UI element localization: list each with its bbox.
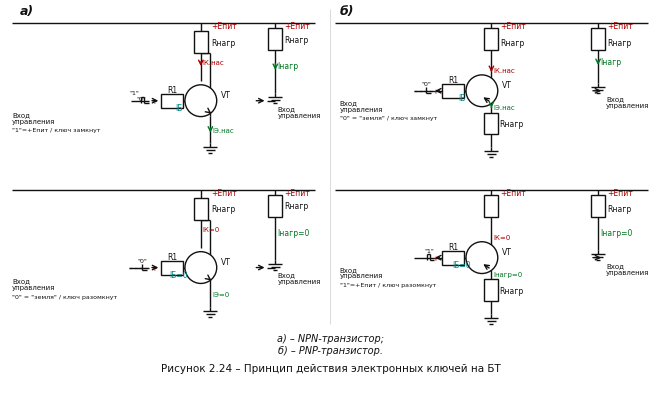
Text: Iнагр=0: Iнагр=0 — [600, 229, 632, 238]
Circle shape — [185, 252, 216, 284]
Text: Rнагр: Rнагр — [607, 205, 632, 215]
Text: IБ: IБ — [458, 94, 465, 103]
Text: Iнагр=0: Iнагр=0 — [277, 229, 310, 238]
Text: IК=0: IК=0 — [203, 227, 220, 233]
Text: Rнагр: Rнагр — [607, 38, 632, 48]
Text: управления: управления — [340, 273, 383, 279]
Text: "1": "1" — [424, 249, 434, 254]
Text: управления: управления — [12, 119, 56, 125]
Text: +: + — [432, 256, 438, 262]
Text: управления: управления — [277, 113, 320, 119]
Text: "0" = "земля" / ключ замкнут: "0" = "земля" / ключ замкнут — [340, 116, 437, 121]
Circle shape — [466, 75, 498, 107]
Text: +Eпит: +Eпит — [284, 189, 310, 198]
Bar — [194, 198, 208, 220]
Text: +Eпит: +Eпит — [211, 22, 236, 31]
Bar — [591, 195, 605, 217]
Text: +: + — [151, 99, 157, 105]
Text: Вход: Вход — [340, 266, 357, 273]
Text: VT: VT — [220, 91, 230, 100]
Text: R1: R1 — [448, 76, 458, 85]
Text: IК.нас: IК.нас — [203, 60, 224, 66]
Text: управления: управления — [606, 269, 649, 275]
Bar — [268, 28, 282, 50]
Text: управления: управления — [340, 107, 383, 113]
Text: VT: VT — [502, 81, 512, 90]
Text: IК.нас: IК.нас — [493, 68, 515, 74]
Text: IЭ.нас: IЭ.нас — [213, 128, 234, 134]
Text: +Eпит: +Eпит — [607, 189, 633, 198]
Text: Rнагр: Rнагр — [499, 120, 524, 129]
Text: Вход: Вход — [606, 96, 624, 102]
Bar — [161, 94, 183, 108]
Bar — [485, 195, 498, 217]
Text: +Eпит: +Eпит — [211, 189, 236, 198]
Text: IБ=0: IБ=0 — [169, 271, 188, 280]
Text: управления: управления — [606, 103, 649, 109]
Text: IБ=0: IБ=0 — [453, 261, 471, 270]
Text: +Eпит: +Eпит — [500, 22, 526, 31]
Text: а) – NPN-транзистор;: а) – NPN-транзистор; — [277, 334, 385, 344]
Bar — [442, 251, 464, 264]
Text: управления: управления — [12, 286, 56, 292]
Bar — [485, 279, 498, 301]
Text: VT: VT — [502, 248, 512, 257]
Text: "1"=+Eпит / ключ разомкнут: "1"=+Eпит / ключ разомкнут — [340, 283, 436, 288]
Bar — [161, 260, 183, 275]
Text: +: + — [432, 89, 438, 95]
Text: "0": "0" — [136, 97, 146, 102]
Text: IЭ.нас: IЭ.нас — [493, 104, 515, 111]
Bar — [485, 28, 498, 50]
Text: Вход: Вход — [12, 112, 30, 117]
Text: IЭ=0: IЭ=0 — [213, 292, 230, 298]
Text: IК=0: IК=0 — [493, 235, 510, 241]
Text: Вход: Вход — [12, 279, 30, 284]
Text: Вход: Вход — [606, 262, 624, 269]
Text: Вход: Вход — [277, 273, 295, 279]
Text: б) – PNP-транзистор.: б) – PNP-транзистор. — [279, 346, 383, 356]
Text: Вход: Вход — [340, 100, 357, 106]
Text: а): а) — [20, 5, 34, 18]
Text: +Eпит: +Eпит — [607, 22, 633, 31]
Text: б): б) — [340, 5, 354, 18]
Bar — [442, 84, 464, 98]
Text: IБ: IБ — [175, 104, 183, 113]
Circle shape — [185, 85, 216, 117]
Text: R1: R1 — [448, 243, 458, 252]
Text: "0" = "земля" / ключ разомкнут: "0" = "земля" / ключ разомкнут — [12, 295, 117, 300]
Text: "0": "0" — [421, 82, 431, 87]
Text: "1"=+Eпит / ключ замкнут: "1"=+Eпит / ключ замкнут — [12, 128, 101, 133]
Text: "1": "1" — [129, 91, 139, 96]
Text: Rнагр: Rнагр — [284, 36, 308, 45]
Text: R1: R1 — [167, 253, 177, 262]
Text: Rнагр: Rнагр — [211, 38, 235, 48]
Text: "0": "0" — [137, 259, 147, 264]
Text: +Eпит: +Eпит — [284, 22, 310, 31]
Bar — [194, 31, 208, 53]
Text: Rнагр: Rнагр — [499, 287, 524, 296]
Text: R1: R1 — [167, 86, 177, 95]
Text: +: + — [151, 266, 157, 271]
Text: +Eпит: +Eпит — [500, 189, 526, 198]
Text: Рисунок 2.24 – Принцип действия электронных ключей на БТ: Рисунок 2.24 – Принцип действия электрон… — [161, 364, 501, 374]
Text: Rнагр: Rнагр — [284, 202, 308, 211]
Text: управления: управления — [277, 279, 320, 286]
Text: Rнагр: Rнагр — [500, 38, 524, 48]
Circle shape — [466, 242, 498, 273]
Bar — [485, 113, 498, 134]
Bar — [591, 28, 605, 50]
Text: Вход: Вход — [277, 106, 295, 112]
Text: Iнагр: Iнагр — [600, 58, 621, 68]
Text: VT: VT — [220, 258, 230, 267]
Bar — [268, 195, 282, 217]
Text: Iнагр=0: Iнагр=0 — [493, 271, 523, 277]
Text: Rнагр: Rнагр — [211, 205, 235, 215]
Text: Iнагр: Iнагр — [277, 62, 299, 71]
